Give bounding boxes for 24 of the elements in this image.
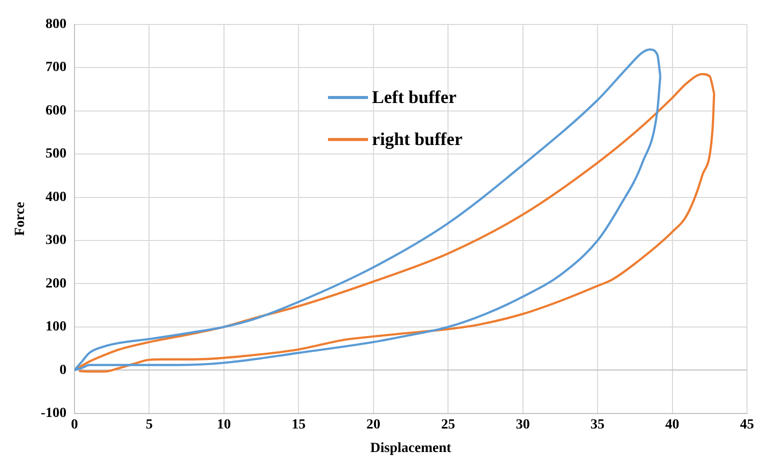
x-tick-label: 35 bbox=[590, 417, 605, 432]
x-tick-label: 45 bbox=[740, 417, 754, 432]
x-tick-label: 0 bbox=[70, 417, 78, 432]
y-axis-title: Force bbox=[13, 202, 28, 236]
x-tick-label: 25 bbox=[441, 417, 456, 432]
y-tick-label: 700 bbox=[45, 60, 66, 76]
y-tick-label: 400 bbox=[45, 190, 66, 205]
x-tick-label: 40 bbox=[665, 417, 680, 432]
x-axis-title: Displacement bbox=[370, 441, 452, 456]
y-tick-label: 200 bbox=[45, 276, 66, 292]
x-tick-label: 30 bbox=[516, 417, 530, 432]
y-tick-label: 800 bbox=[45, 17, 66, 32]
y-tick-label: 100 bbox=[45, 320, 66, 335]
x-tick-label: 15 bbox=[292, 417, 306, 432]
x-tick-label: 20 bbox=[366, 417, 380, 432]
y-tick-label: -100 bbox=[40, 406, 66, 422]
x-tick-label: 10 bbox=[216, 417, 231, 432]
x-tick-label: 5 bbox=[146, 417, 153, 432]
legend-label: Left buffer bbox=[372, 86, 456, 108]
y-tick-label: 500 bbox=[45, 146, 66, 162]
y-tick-label: 0 bbox=[59, 362, 66, 378]
y-tick-label: 600 bbox=[45, 103, 66, 118]
legend-label: right buffer bbox=[372, 128, 462, 150]
y-tick-label: 300 bbox=[45, 233, 66, 248]
